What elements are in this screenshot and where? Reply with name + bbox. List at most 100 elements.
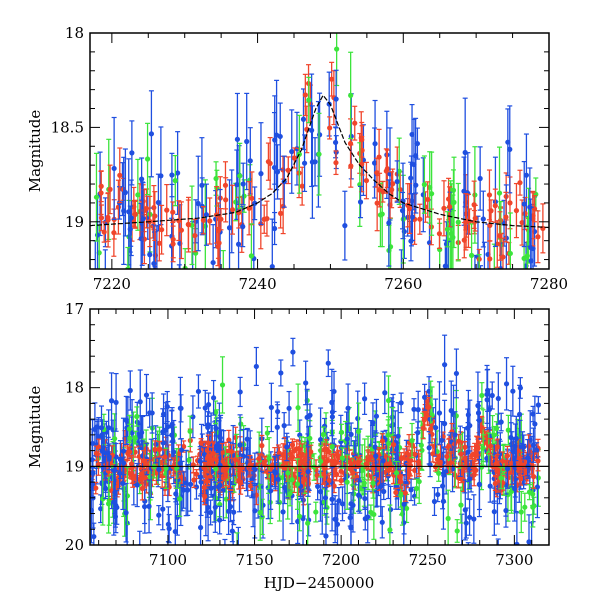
marker (325, 360, 331, 366)
red-data-point (436, 218, 443, 249)
marker (333, 96, 339, 102)
red-data-point (492, 188, 498, 223)
marker (244, 138, 250, 145)
blue-data-point (222, 538, 228, 545)
marker (281, 423, 287, 429)
marker (385, 397, 392, 404)
x-tick-label: 7240 (238, 275, 276, 293)
marker (440, 483, 446, 489)
marker (420, 192, 426, 198)
marker (152, 283, 157, 288)
green-data-point (172, 154, 178, 207)
green-data-point (295, 383, 301, 432)
blue-data-point (158, 126, 164, 226)
blue-data-point (521, 160, 527, 248)
marker (203, 212, 210, 218)
marker (430, 451, 436, 457)
red-data-point (503, 191, 509, 243)
marker (107, 186, 113, 192)
marker (144, 156, 151, 162)
marker (446, 204, 453, 210)
marker (445, 515, 451, 522)
marker (90, 440, 96, 447)
marker (117, 172, 123, 178)
marker (271, 225, 278, 232)
marker (177, 280, 182, 285)
marker (408, 175, 414, 181)
blue-data-point (280, 483, 286, 541)
red-data-point (377, 172, 383, 208)
marker (128, 461, 135, 467)
blue-data-point (127, 370, 133, 411)
marker (462, 149, 468, 156)
marker (472, 298, 477, 303)
marker (435, 491, 441, 498)
marker (271, 164, 278, 171)
blue-data-point (226, 179, 233, 269)
marker (436, 231, 443, 237)
marker (357, 199, 364, 205)
marker (226, 225, 233, 231)
marker (374, 170, 380, 176)
blue-data-point (240, 162, 246, 206)
red-data-point (156, 224, 162, 262)
marker (514, 541, 520, 545)
marker (387, 506, 394, 513)
marker (334, 46, 340, 52)
marker (363, 177, 370, 184)
marker (147, 252, 153, 258)
green-data-point (316, 112, 322, 196)
blue-data-point (154, 225, 160, 279)
blue-data-point (301, 134, 308, 193)
marker (139, 176, 145, 182)
marker (143, 392, 150, 398)
blue-data-point (244, 92, 250, 191)
blue-data-point (503, 357, 510, 411)
marker (108, 398, 115, 404)
marker (199, 182, 205, 188)
marker (253, 363, 259, 370)
red-data-point (229, 184, 236, 235)
red-data-point (517, 169, 523, 196)
marker (347, 515, 353, 521)
marker (154, 274, 159, 279)
marker (412, 467, 418, 473)
marker (415, 407, 421, 413)
blue-data-point (528, 206, 534, 269)
marker (492, 271, 497, 276)
marker (463, 219, 469, 225)
marker (522, 210, 528, 217)
marker (221, 274, 226, 279)
marker (390, 181, 396, 187)
marker (233, 434, 239, 441)
marker (111, 230, 117, 236)
marker (242, 572, 247, 577)
marker (98, 183, 104, 189)
red-data-point (327, 116, 333, 140)
blue-data-point (108, 372, 115, 430)
green-data-point (458, 486, 464, 524)
marker (229, 528, 235, 534)
marker (338, 468, 344, 474)
marker (398, 492, 404, 499)
marker (186, 374, 191, 379)
marker (526, 539, 532, 545)
blue-data-point (129, 120, 135, 186)
marker (129, 150, 135, 156)
x-tick-label: 7220 (93, 275, 131, 293)
red-data-point (363, 161, 370, 200)
marker (454, 528, 460, 534)
marker (334, 471, 340, 478)
blue-data-point (362, 382, 368, 415)
marker (359, 137, 365, 143)
red-data-point (417, 203, 423, 235)
blue-data-point (427, 452, 433, 478)
blue-data-point (122, 148, 128, 237)
marker (374, 200, 380, 206)
blue-data-point (151, 224, 157, 269)
marker (516, 411, 523, 418)
marker (187, 481, 194, 487)
blue-data-point (203, 183, 210, 246)
marker (352, 120, 358, 126)
red-data-point (535, 210, 541, 264)
